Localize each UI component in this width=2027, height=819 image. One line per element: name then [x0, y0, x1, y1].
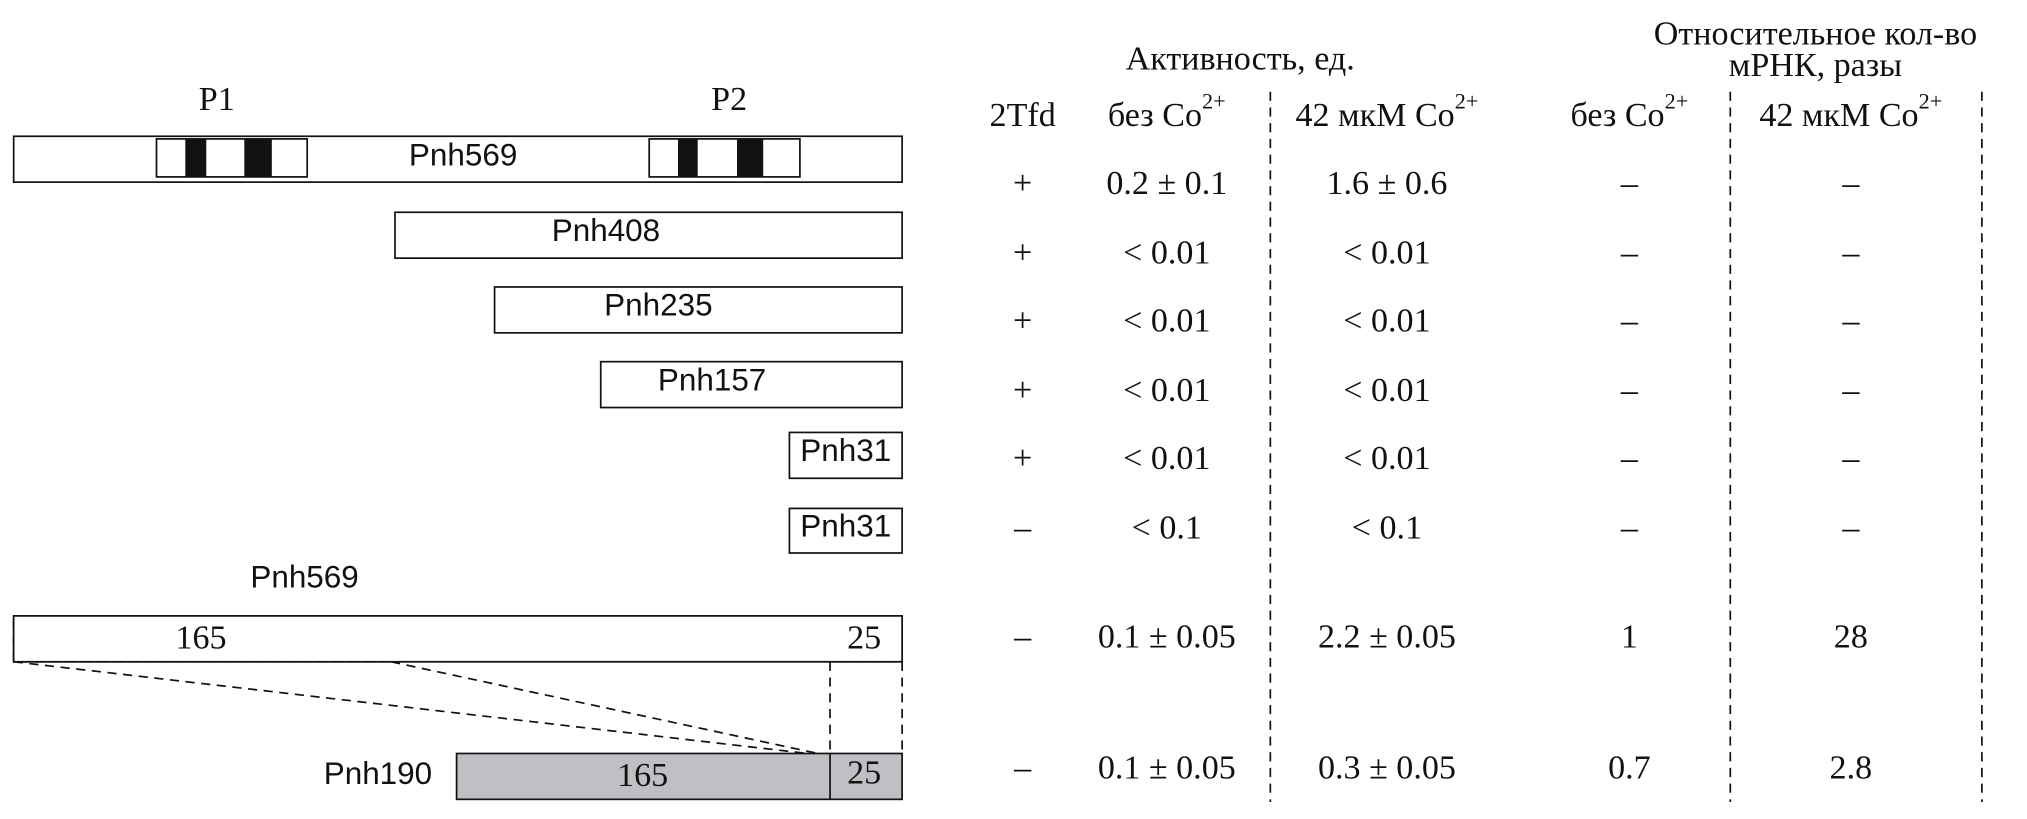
- table-cell: +: [1013, 302, 1032, 339]
- construct-box: [493, 286, 903, 334]
- column-header-sup: 2+: [1919, 89, 1943, 114]
- promoter-box: [648, 138, 801, 178]
- table-cell: –: [1841, 234, 1860, 271]
- table-cell: < 0.1: [1132, 510, 1202, 547]
- fusion-label: Pnh569: [250, 560, 358, 595]
- construct-label: Pnh31: [800, 508, 891, 543]
- table-cell: –: [1841, 440, 1860, 477]
- column-header: без Co2+: [1570, 89, 1688, 134]
- column-header-text: 42 мкМ Co: [1759, 97, 1918, 134]
- table-cell: –: [1620, 440, 1639, 477]
- table-cell: 2.8: [1830, 749, 1873, 786]
- column-header: без Co2+: [1108, 89, 1226, 134]
- table-cell: +: [1013, 372, 1032, 409]
- column-header-text: без Co: [1570, 97, 1664, 134]
- table-cell: +: [1013, 234, 1032, 271]
- table-cell: –: [1841, 510, 1860, 547]
- table-cell: –: [1013, 749, 1032, 786]
- column-header-sup: 2+: [1665, 89, 1689, 114]
- column-header: 2Tfd: [990, 97, 1056, 134]
- promoter-element: [185, 138, 207, 177]
- table-cell: –: [1841, 372, 1860, 409]
- segment-label: 25: [847, 755, 881, 792]
- table-cell: 0.3 ± 0.05: [1318, 749, 1456, 786]
- construct-box: [394, 211, 903, 260]
- table-cell: –: [1841, 302, 1860, 339]
- column-header-sup: 2+: [1455, 89, 1479, 114]
- table-cell: 0.1 ± 0.05: [1098, 618, 1236, 655]
- promoter-element: [244, 138, 272, 177]
- table-cell: 2.2 ± 0.05: [1318, 618, 1456, 655]
- fusion-box-outline: [12, 615, 903, 663]
- table-cell: < 0.01: [1123, 234, 1210, 271]
- table-cell: 0.2 ± 0.1: [1106, 165, 1227, 202]
- promoter-element: [678, 138, 698, 177]
- segment-label: 165: [617, 757, 668, 794]
- promoter-label: P1: [199, 81, 235, 118]
- promoter-box: [155, 138, 309, 178]
- segment: [455, 752, 903, 801]
- table-cell: < 0.01: [1343, 372, 1430, 409]
- column-header: 42 мкМ Co2+: [1295, 89, 1478, 134]
- table-cell: 0.1 ± 0.05: [1098, 749, 1236, 786]
- construct-label: Pnh31: [800, 433, 891, 468]
- promoter-label: P2: [711, 81, 747, 118]
- table-cell: < 0.01: [1123, 440, 1210, 477]
- table-cell: +: [1013, 440, 1032, 477]
- table-cell: 0.7: [1608, 749, 1651, 786]
- table-cell: –: [1620, 372, 1639, 409]
- construct-box: [788, 431, 903, 480]
- table-cell: < 0.01: [1123, 372, 1210, 409]
- table-cell: < 0.01: [1123, 302, 1210, 339]
- construct-label: Pnh235: [604, 288, 712, 323]
- table-cell: 1.6 ± 0.6: [1327, 165, 1448, 202]
- column-header: 42 мкМ Co2+: [1759, 89, 1942, 134]
- fusion-label: Pnh190: [324, 756, 432, 791]
- construct-box: [599, 360, 903, 409]
- construct-label: Pnh157: [658, 362, 766, 397]
- table-cell: 28: [1834, 618, 1868, 655]
- table-cell: +: [1013, 165, 1032, 202]
- table-cell: –: [1620, 165, 1639, 202]
- table-cell: –: [1841, 165, 1860, 202]
- mrna-header: Относительное кол-во: [1654, 16, 1977, 53]
- promoter-element: [737, 138, 764, 177]
- table-cell: < 0.1: [1352, 510, 1422, 547]
- table-cell: –: [1013, 510, 1032, 547]
- table-cell: –: [1620, 302, 1639, 339]
- construct-label: Pnh408: [552, 213, 660, 248]
- construct-label: Pnh569: [409, 138, 517, 173]
- mrna-header: мРНК, разы: [1729, 47, 1902, 84]
- table-cell: –: [1620, 234, 1639, 271]
- table-cell: –: [1013, 618, 1032, 655]
- connector: [390, 660, 831, 757]
- segment-label: 25: [847, 620, 881, 657]
- column-header-sup: 2+: [1202, 89, 1226, 114]
- column-header-text: 42 мкМ Co: [1295, 97, 1454, 134]
- connector: [13, 660, 831, 757]
- table-cell: < 0.01: [1343, 440, 1430, 477]
- table-cell: 1: [1621, 618, 1638, 655]
- table-cell: < 0.01: [1343, 234, 1430, 271]
- segment-label: 165: [176, 620, 227, 657]
- activity-header: Активность, ед.: [1126, 40, 1355, 77]
- column-header-text: 2Tfd: [990, 97, 1056, 134]
- table-cell: < 0.01: [1343, 302, 1430, 339]
- table-cell: –: [1620, 510, 1639, 547]
- column-header-text: без Co: [1108, 97, 1202, 134]
- construct-box: [788, 507, 903, 554]
